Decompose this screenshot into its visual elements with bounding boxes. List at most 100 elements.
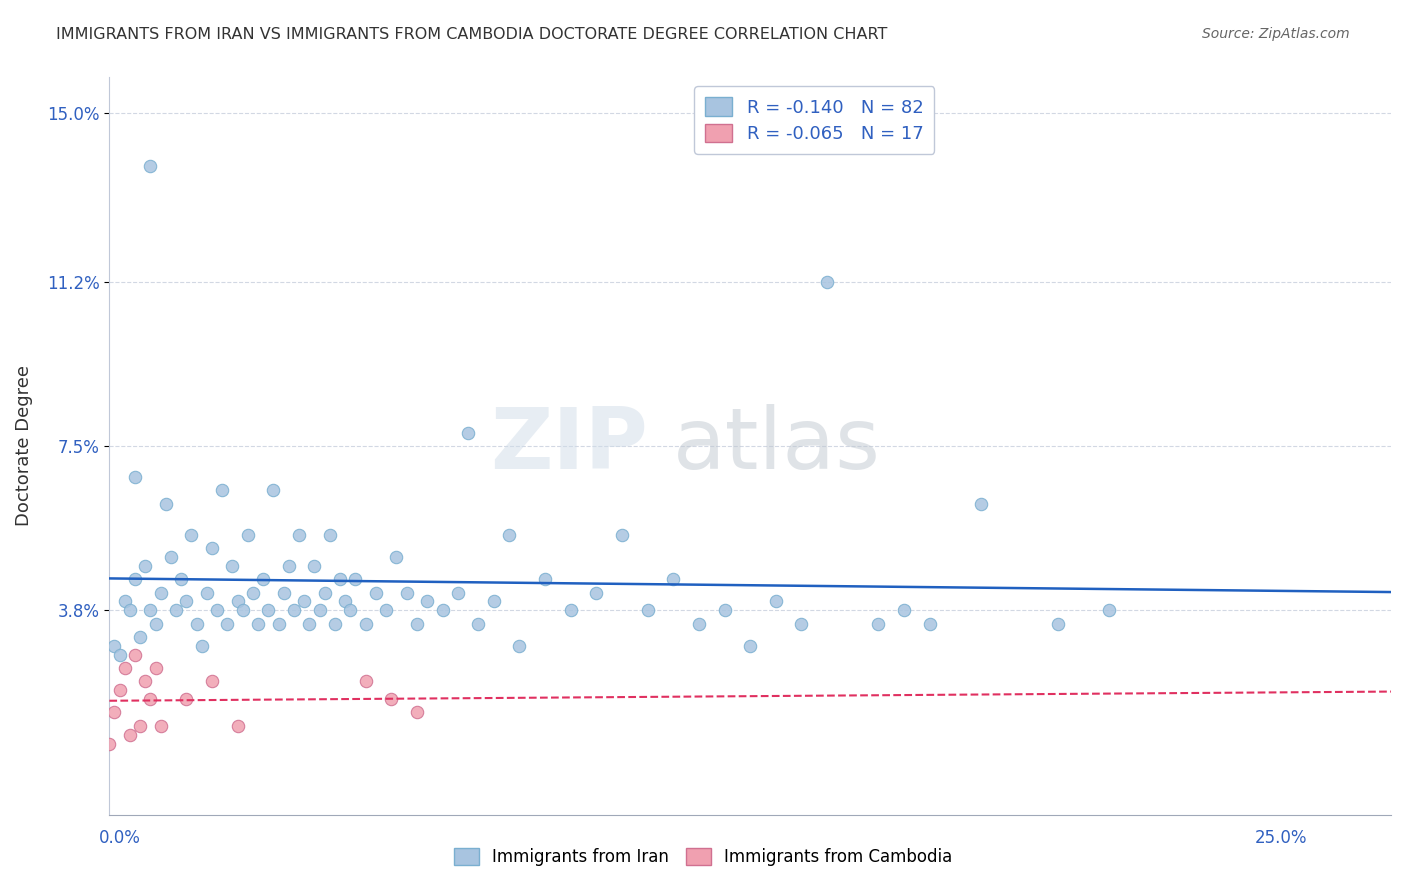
Point [740,639,762,653]
Point [970,497,993,511]
Point [815,275,838,289]
Text: ZIP: ZIP [489,404,648,488]
Point [108,683,131,698]
Point [416,594,439,608]
Point [267,616,290,631]
Point [226,719,249,733]
Point [124,572,146,586]
Point [395,585,418,599]
Point [292,594,315,608]
Point [103,639,125,653]
Point [713,603,735,617]
Point [560,603,582,617]
Point [201,541,224,555]
Point [585,585,607,599]
Point [242,585,264,599]
Point [226,594,249,608]
Point [201,674,224,689]
Text: 0.0%: 0.0% [98,829,141,847]
Point [406,616,429,631]
Point [314,585,336,599]
Point [145,661,167,675]
Point [98,737,121,751]
Point [129,719,152,733]
Point [457,425,479,440]
Point [288,528,311,542]
Point [329,572,352,586]
Point [298,616,321,631]
Point [319,528,342,542]
Point [217,616,239,631]
Point [118,603,141,617]
Point [918,616,941,631]
Point [114,661,136,675]
Point [174,594,197,608]
Point [339,603,361,617]
Point [380,692,402,706]
Point [221,558,243,573]
Point [335,594,357,608]
Point [447,585,470,599]
Point [145,616,167,631]
Point [252,572,274,586]
Point [262,483,284,498]
Point [277,558,299,573]
Point [134,558,156,573]
Point [170,572,193,586]
Point [134,674,156,689]
Text: 25.0%: 25.0% [1256,829,1308,847]
Point [790,616,813,631]
Point [406,706,429,720]
Point [688,616,710,631]
Point [155,497,177,511]
Legend: R = -0.140   N = 82, R = -0.065   N = 17: R = -0.140 N = 82, R = -0.065 N = 17 [695,87,934,154]
Point [205,603,228,617]
Point [211,483,233,498]
Y-axis label: Doctorate Degree: Doctorate Degree [15,366,32,526]
Point [637,603,659,617]
Point [498,528,520,542]
Point [662,572,685,586]
Point [236,528,259,542]
Point [893,603,915,617]
Point [149,719,172,733]
Point [1098,603,1121,617]
Point [190,639,212,653]
Point [534,572,557,586]
Text: atlas: atlas [673,404,882,488]
Legend: Immigrants from Iran, Immigrants from Cambodia: Immigrants from Iran, Immigrants from Ca… [446,840,960,875]
Text: IMMIGRANTS FROM IRAN VS IMMIGRANTS FROM CAMBODIA DOCTORATE DEGREE CORRELATION CH: IMMIGRANTS FROM IRAN VS IMMIGRANTS FROM … [56,27,887,42]
Point [610,528,633,542]
Point [508,639,530,653]
Point [160,549,183,564]
Point [375,603,398,617]
Point [432,603,454,617]
Point [364,585,387,599]
Point [308,603,330,617]
Text: Source: ZipAtlas.com: Source: ZipAtlas.com [1202,27,1350,41]
Point [273,585,295,599]
Point [354,674,377,689]
Point [139,159,162,173]
Point [385,549,408,564]
Point [129,630,152,644]
Point [165,603,187,617]
Point [114,594,136,608]
Point [467,616,489,631]
Point [139,692,162,706]
Point [232,603,254,617]
Point [139,603,162,617]
Point [283,603,305,617]
Point [180,528,202,542]
Point [354,616,377,631]
Point [1046,616,1069,631]
Point [103,706,125,720]
Point [344,572,367,586]
Point [304,558,326,573]
Point [482,594,505,608]
Point [149,585,172,599]
Point [765,594,787,608]
Point [174,692,197,706]
Point [124,470,146,484]
Point [323,616,346,631]
